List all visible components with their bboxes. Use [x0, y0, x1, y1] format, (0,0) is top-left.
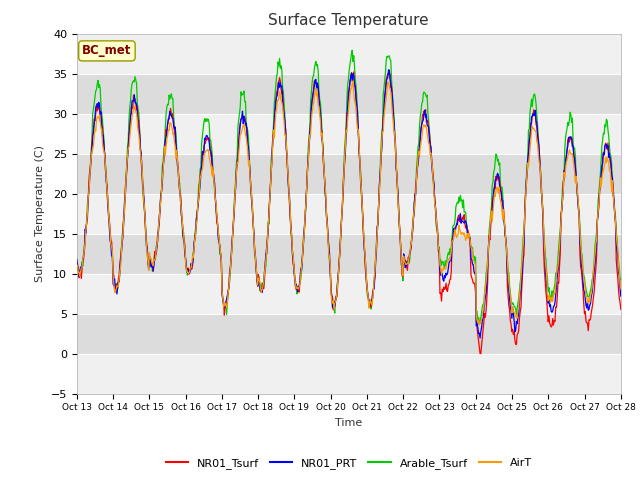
Text: BC_met: BC_met — [82, 44, 132, 58]
Legend: NR01_Tsurf, NR01_PRT, Arable_Tsurf, AirT: NR01_Tsurf, NR01_PRT, Arable_Tsurf, AirT — [161, 453, 536, 473]
Y-axis label: Surface Temperature (C): Surface Temperature (C) — [35, 145, 45, 282]
Bar — [77, 354, 621, 394]
Bar — [77, 274, 621, 313]
Title: Surface Temperature: Surface Temperature — [269, 13, 429, 28]
Bar — [77, 193, 621, 234]
Bar — [77, 114, 621, 154]
X-axis label: Time: Time — [335, 418, 362, 428]
Bar — [77, 73, 621, 114]
Bar — [77, 154, 621, 193]
Bar — [77, 313, 621, 354]
Bar — [77, 234, 621, 274]
Bar — [77, 34, 621, 73]
